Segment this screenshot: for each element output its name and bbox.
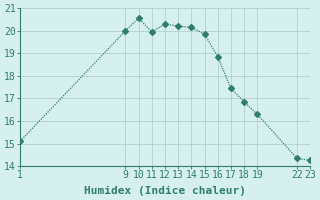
X-axis label: Humidex (Indice chaleur): Humidex (Indice chaleur) — [84, 186, 246, 196]
